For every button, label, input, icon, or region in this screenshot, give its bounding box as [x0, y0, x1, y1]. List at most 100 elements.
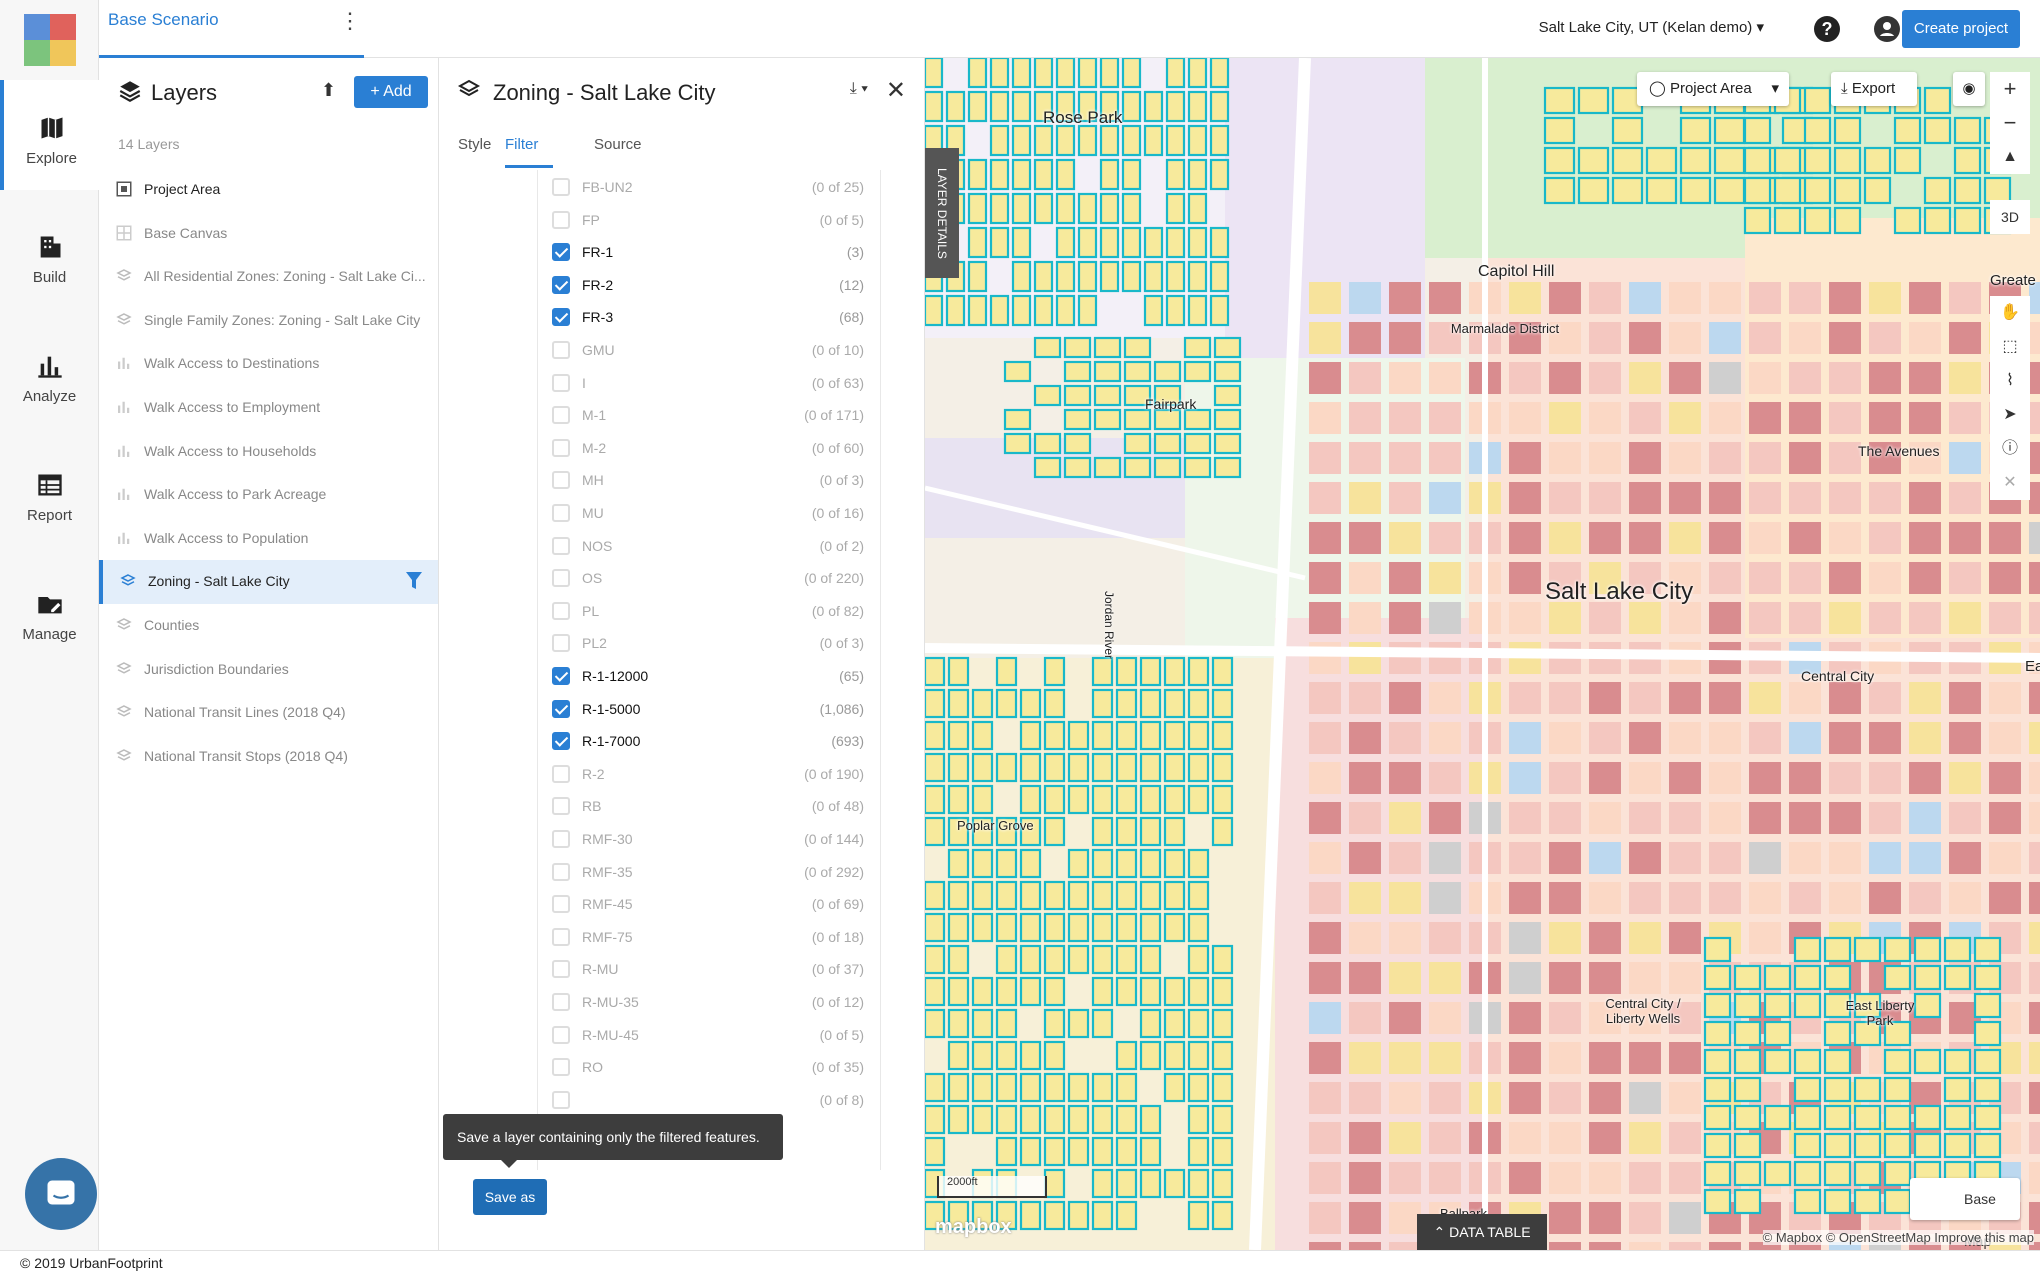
tab-style[interactable]: Style: [458, 136, 492, 153]
map-attribution[interactable]: © Mapbox © OpenStreetMap Improve this ma…: [1762, 1230, 2034, 1245]
filter-row[interactable]: M-2 (0 of 60): [538, 431, 880, 465]
filter-row[interactable]: MU (0 of 16): [538, 496, 880, 530]
pan-hand-icon[interactable]: ✋: [1990, 296, 2030, 330]
filter-row[interactable]: MH (0 of 3): [538, 463, 880, 497]
layer-row[interactable]: Single Family Zones: Zoning - Salt Lake …: [99, 299, 438, 343]
layer-row[interactable]: Project Area: [99, 168, 438, 212]
filter-icon[interactable]: [406, 571, 422, 591]
filter-row[interactable]: RO (0 of 35): [538, 1050, 880, 1084]
rail-report[interactable]: Report: [0, 437, 99, 547]
filter-row[interactable]: FP (0 of 5): [538, 203, 880, 237]
filter-checkbox[interactable]: [552, 927, 570, 946]
add-layer-button[interactable]: + Add: [354, 76, 428, 108]
filter-row[interactable]: RMF-45 (0 of 69): [538, 887, 880, 921]
save-as-button[interactable]: Save as: [473, 1179, 547, 1215]
filter-row[interactable]: R-1-12000 (65): [538, 659, 880, 693]
filter-row[interactable]: RMF-75 (0 of 18): [538, 920, 880, 954]
filter-checkbox[interactable]: [552, 536, 570, 555]
filter-row[interactable]: FR-1 (3): [538, 235, 880, 269]
upload-icon[interactable]: ⬆: [321, 80, 337, 100]
rail-build[interactable]: Build: [0, 199, 99, 309]
filter-checkbox[interactable]: [552, 504, 570, 522]
filter-row[interactable]: RB (0 of 48): [538, 789, 880, 823]
layer-details-toggle[interactable]: LAYER DETAILS: [925, 148, 959, 278]
filter-checkbox[interactable]: [552, 471, 570, 490]
layer-row[interactable]: National Transit Lines (2018 Q4): [99, 691, 438, 735]
filter-row[interactable]: R-MU-35 (0 of 12): [538, 985, 880, 1019]
filter-row[interactable]: R-2 (0 of 190): [538, 757, 880, 791]
filter-row[interactable]: RMF-30 (0 of 144): [538, 822, 880, 856]
filter-row[interactable]: R-MU-45 (0 of 5): [538, 1018, 880, 1052]
box-select-icon[interactable]: ⬚: [1990, 330, 2030, 364]
user-avatar-icon[interactable]: [1874, 16, 1900, 42]
filter-checkbox[interactable]: [552, 601, 570, 620]
layer-row[interactable]: Walk Access to Park Acreage: [99, 473, 438, 517]
data-table-toggle[interactable]: ⌃ DATA TABLE: [1417, 1214, 1547, 1250]
filter-checkbox[interactable]: [552, 341, 570, 359]
filter-row[interactable]: PL (0 of 82): [538, 594, 880, 628]
filter-checkbox[interactable]: [552, 243, 570, 262]
zoom-out-icon[interactable]: −: [1990, 106, 2030, 140]
filter-row[interactable]: I (0 of 63): [538, 366, 880, 400]
filter-checkbox[interactable]: [552, 960, 570, 979]
filter-row[interactable]: FR-2 (12): [538, 268, 880, 302]
filter-checkbox[interactable]: [552, 1025, 570, 1044]
create-project-button[interactable]: Create project: [1902, 10, 2020, 48]
filter-checkbox[interactable]: [552, 438, 570, 457]
filter-row[interactable]: GMU (0 of 10): [538, 333, 880, 367]
rail-manage[interactable]: Manage: [0, 556, 99, 666]
app-logo[interactable]: [24, 14, 76, 66]
chat-button[interactable]: [25, 1158, 97, 1230]
filter-checkbox[interactable]: [552, 993, 570, 1011]
filter-row[interactable]: R-1-7000 (693): [538, 724, 880, 758]
filter-checkbox[interactable]: [552, 1058, 570, 1077]
pointer-icon[interactable]: ➤: [1990, 398, 2030, 432]
rail-analyze[interactable]: Analyze: [0, 318, 99, 428]
filter-checkbox[interactable]: [552, 178, 570, 196]
filter-checkbox[interactable]: [552, 732, 570, 751]
filter-checkbox[interactable]: [552, 895, 570, 914]
compass-icon[interactable]: ▲: [1990, 140, 2030, 174]
filter-checkbox[interactable]: [552, 830, 570, 848]
layer-row[interactable]: Counties: [99, 604, 438, 648]
filter-checkbox[interactable]: [552, 569, 570, 588]
filter-checkbox[interactable]: [552, 634, 570, 653]
layer-row[interactable]: Jurisdiction Boundaries: [99, 648, 438, 692]
toggle-3d-button[interactable]: 3D: [1990, 200, 2030, 234]
filter-checkbox[interactable]: [552, 373, 570, 392]
city-select[interactable]: Salt Lake City, UT (Kelan demo) ▾: [1539, 18, 1764, 36]
filter-row[interactable]: RMF-35 (0 of 292): [538, 855, 880, 889]
filter-row[interactable]: NOS (0 of 2): [538, 529, 880, 563]
layer-row[interactable]: National Transit Stops (2018 Q4): [99, 735, 438, 779]
filter-checkbox[interactable]: [552, 1090, 570, 1109]
layer-row[interactable]: Zoning - Salt Lake City: [99, 560, 438, 605]
filter-row[interactable]: PL2 (0 of 3): [538, 626, 880, 660]
layer-row[interactable]: Walk Access to Destinations: [99, 342, 438, 386]
filter-row[interactable]: R-1-5000 (1,086): [538, 692, 880, 726]
filter-checkbox[interactable]: [552, 275, 570, 294]
filter-checkbox[interactable]: [552, 308, 570, 327]
filter-row[interactable]: (0 of 8): [538, 1083, 880, 1117]
layer-row[interactable]: Base Canvas: [99, 212, 438, 256]
filter-row[interactable]: OS (0 of 220): [538, 561, 880, 595]
scenario-tab[interactable]: Base Scenario ⋮: [99, 0, 364, 58]
info-icon[interactable]: ⓘ: [1990, 432, 2030, 466]
filter-row[interactable]: R-MU (0 of 37): [538, 952, 880, 986]
zoning-map-canvas[interactable]: [925, 58, 2040, 1250]
project-area-select[interactable]: ◯ Project Area ▾: [1637, 72, 1789, 106]
camera-icon[interactable]: ◉: [1953, 72, 1985, 106]
layer-row[interactable]: Walk Access to Employment: [99, 386, 438, 430]
filter-checkbox[interactable]: [552, 406, 570, 425]
tab-source[interactable]: Source: [594, 136, 642, 153]
clear-selection-icon[interactable]: ✕: [1990, 466, 2030, 500]
filter-checkbox[interactable]: [552, 764, 570, 783]
zoom-in-icon[interactable]: +: [1990, 72, 2030, 106]
filter-row[interactable]: FB-UN2 (0 of 25): [538, 170, 880, 204]
filter-checkbox[interactable]: [552, 797, 570, 816]
filter-row[interactable]: FR-3 (68): [538, 300, 880, 334]
export-button[interactable]: ⤓ Export: [1831, 72, 1917, 106]
layer-row[interactable]: Walk Access to Households: [99, 430, 438, 474]
layer-row[interactable]: All Residential Zones: Zoning - Salt Lak…: [99, 255, 438, 299]
base-map-button[interactable]: Base Map: [1910, 1178, 2020, 1249]
tab-filter[interactable]: Filter: [505, 136, 553, 168]
